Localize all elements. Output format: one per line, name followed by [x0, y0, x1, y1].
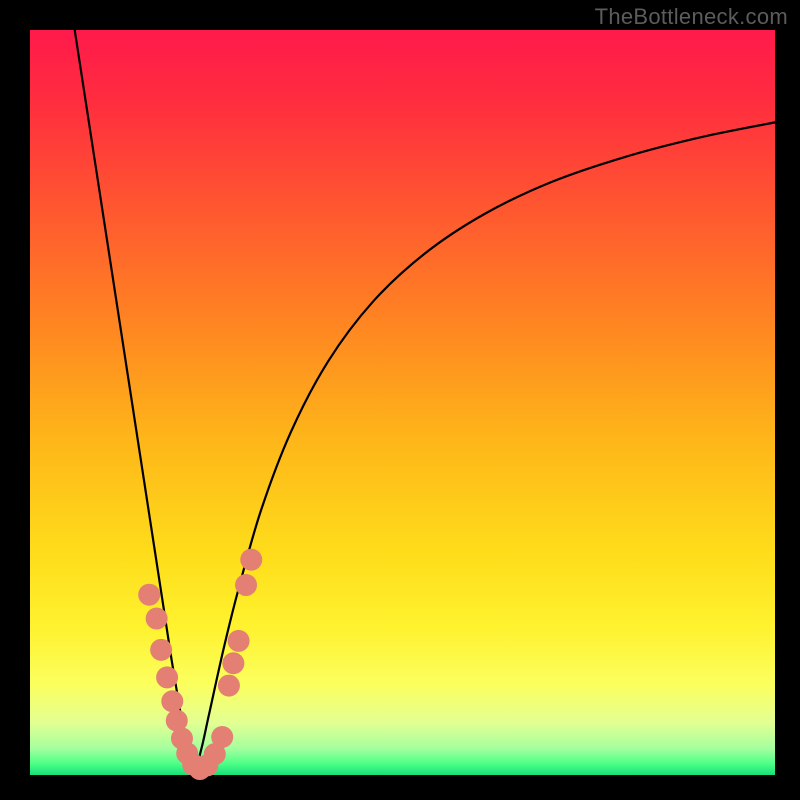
data-marker: [150, 639, 172, 661]
data-marker: [161, 690, 183, 712]
data-marker: [138, 584, 160, 606]
data-marker: [156, 666, 178, 688]
data-marker: [218, 675, 240, 697]
data-marker: [211, 726, 233, 748]
data-marker: [146, 608, 168, 630]
watermark-text: TheBottleneck.com: [595, 4, 788, 30]
data-marker: [228, 630, 250, 652]
chart-frame: TheBottleneck.com: [0, 0, 800, 800]
data-marker: [235, 574, 257, 596]
bottleneck-chart: [0, 0, 800, 800]
data-marker: [240, 549, 262, 571]
plot-background: [30, 30, 775, 775]
data-marker: [222, 652, 244, 674]
